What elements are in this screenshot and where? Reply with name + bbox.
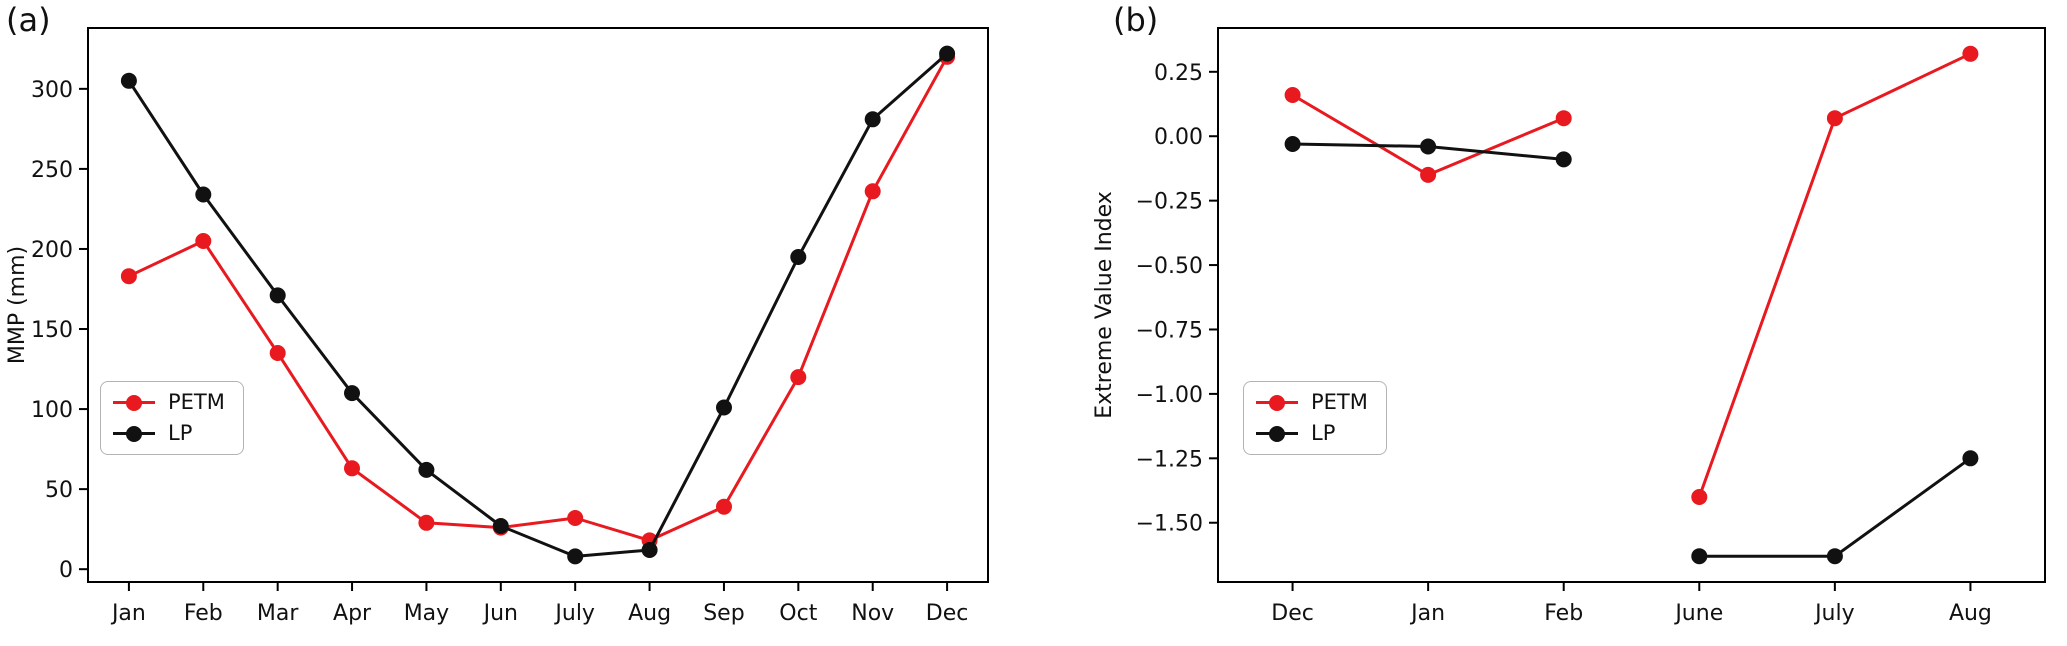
data-point-PETM <box>344 460 360 477</box>
lp-line-sample <box>1256 425 1298 442</box>
plot-border <box>1217 27 2046 583</box>
y-tick-label: 250 <box>31 158 73 183</box>
y-axis-label: MMP (mm) <box>5 246 30 364</box>
y-tick-label: −1.50 <box>1136 512 1203 537</box>
data-point-LP <box>864 111 881 128</box>
legend-label-petm: PETM <box>1311 390 1368 414</box>
data-point-LP <box>492 518 509 534</box>
legend-item-petm: PETM <box>113 392 225 413</box>
data-point-PETM <box>1826 110 1843 127</box>
data-point-PETM <box>1962 45 1979 62</box>
series-line-LP <box>127 52 949 558</box>
data-point-PETM <box>1691 489 1708 505</box>
data-point-LP <box>1826 548 1843 565</box>
data-point-LP <box>1962 450 1979 467</box>
data-point-LP <box>641 542 658 558</box>
data-point-LP <box>1555 151 1572 168</box>
data-point-LP <box>269 287 286 304</box>
y-tick-label: −0.75 <box>1136 318 1203 343</box>
data-point-LP <box>939 45 956 62</box>
data-point-PETM <box>120 268 137 285</box>
plot-border <box>87 27 989 583</box>
y-tick-label: 300 <box>31 78 73 103</box>
y-tick-label: 150 <box>31 318 73 343</box>
panel-b-label: (b) <box>1113 1 1159 39</box>
x-tick-label: Oct <box>779 601 817 626</box>
y-tick-label: 0.25 <box>1154 61 1203 86</box>
data-point-PETM <box>1284 87 1301 103</box>
legend-item-lp: LP <box>113 423 225 444</box>
data-point-PETM <box>418 514 435 531</box>
x-tick-label: Sep <box>703 601 744 626</box>
y-tick-label: 100 <box>31 398 73 423</box>
data-point-LP <box>1691 548 1708 565</box>
petm-line-sample <box>113 394 155 411</box>
y-tick-label: 200 <box>31 238 73 263</box>
x-tick-label: Nov <box>851 601 894 626</box>
data-point-LP <box>1284 136 1301 152</box>
data-point-LP <box>120 72 137 89</box>
y-axis-label: Extreme Value Index <box>1092 191 1117 419</box>
lp-marker-sample <box>1269 425 1285 442</box>
data-point-LP <box>418 461 435 478</box>
data-point-PETM <box>716 498 732 515</box>
y-tick-label: 0 <box>59 558 73 583</box>
panel-a-plot: 0 50 100 150 200 250 300 Jan Feb Mar Apr May Jun July… <box>5 27 989 626</box>
x-tick-label: Dec <box>926 601 969 626</box>
y-tick-label: 0.00 <box>1154 125 1203 150</box>
x-tick-label: Mar <box>257 601 299 626</box>
panel-b-legend: PETM LP <box>1243 381 1387 455</box>
data-point-PETM <box>195 233 212 249</box>
legend-item-lp: LP <box>1256 423 1368 444</box>
series-line-PETM <box>1291 93 1566 177</box>
y-tick-label: −1.25 <box>1136 447 1203 472</box>
data-point-PETM <box>269 345 286 361</box>
x-tick-label: Aug <box>628 601 671 626</box>
legend-label-lp: LP <box>1311 421 1336 445</box>
data-point-LP <box>195 186 212 203</box>
x-tick-label: July <box>553 601 595 626</box>
y-tick-label: 50 <box>45 478 73 503</box>
x-tick-label: Apr <box>333 601 372 626</box>
x-tick-label: Jan <box>110 601 146 626</box>
panel-a-label: (a) <box>6 1 51 39</box>
data-point-PETM <box>1420 166 1437 183</box>
panel-a: (a) 0 50 100 150 200 250 300 Jan Feb Mar Apr May Jun… <box>0 0 1033 646</box>
data-point-PETM <box>864 183 881 200</box>
lp-marker-sample <box>126 425 142 442</box>
series-line-PETM <box>127 55 949 542</box>
data-point-LP <box>790 249 807 265</box>
legend-label-lp: LP <box>168 421 193 445</box>
x-tick-label: Feb <box>1544 601 1583 626</box>
legend-item-petm: PETM <box>1256 392 1368 413</box>
petm-marker-sample <box>126 394 142 411</box>
data-point-PETM <box>790 369 807 386</box>
data-point-LP <box>567 548 584 565</box>
x-tick-label: Jun <box>482 601 518 626</box>
data-point-LP <box>1420 138 1437 155</box>
panel-b: (b) 0.25 0.00 −0.25 −0.50 −0.75 −1.00 −1.25 −1.… <box>1033 0 2067 646</box>
y-tick-label: −0.25 <box>1136 190 1203 215</box>
lp-line-sample <box>113 425 155 442</box>
x-tick-label: July <box>1813 601 1855 626</box>
x-tick-label: Feb <box>184 601 223 626</box>
y-tick-label: −0.50 <box>1136 254 1203 279</box>
x-tick-label: June <box>1673 601 1723 626</box>
data-point-LP <box>344 385 360 402</box>
x-tick-label: Aug <box>1949 601 1992 626</box>
petm-line-sample <box>1256 394 1298 411</box>
y-tick-label: −1.00 <box>1136 383 1203 408</box>
x-tick-label: Jan <box>1409 601 1445 626</box>
data-point-PETM <box>1555 110 1572 127</box>
panel-a-legend: PETM LP <box>100 381 244 455</box>
x-tick-label: Dec <box>1271 601 1314 626</box>
series-line-LP <box>1697 456 1972 558</box>
panel-b-plot: 0.25 0.00 −0.25 −0.50 −0.75 −1.00 −1.25 −1.50 De… <box>1092 27 2046 626</box>
data-point-LP <box>716 399 732 416</box>
x-tick-label: May <box>404 601 449 626</box>
petm-marker-sample <box>1269 394 1285 411</box>
legend-label-petm: PETM <box>168 390 225 414</box>
data-point-PETM <box>567 510 584 526</box>
